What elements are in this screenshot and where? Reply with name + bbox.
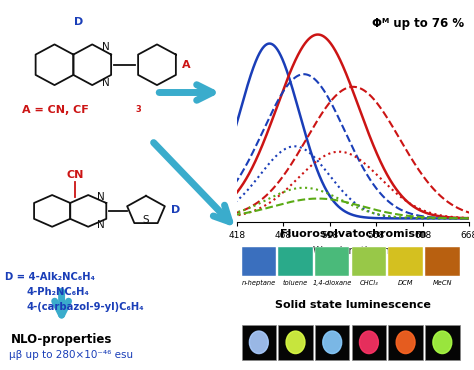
FancyBboxPatch shape xyxy=(242,247,276,276)
Text: toluene: toluene xyxy=(283,280,308,286)
FancyBboxPatch shape xyxy=(425,247,459,276)
Text: D = 4-Alk₂NC₆H₄: D = 4-Alk₂NC₆H₄ xyxy=(5,272,95,282)
Ellipse shape xyxy=(323,331,342,354)
Ellipse shape xyxy=(286,331,305,354)
Text: Solid state luminescence: Solid state luminescence xyxy=(275,300,431,310)
Text: D: D xyxy=(171,205,180,215)
Text: CN: CN xyxy=(67,170,84,180)
Text: N: N xyxy=(97,220,105,230)
FancyBboxPatch shape xyxy=(315,325,349,360)
FancyBboxPatch shape xyxy=(388,247,423,276)
FancyBboxPatch shape xyxy=(425,325,459,360)
FancyBboxPatch shape xyxy=(278,247,313,276)
Text: 4-(carbazol-9-yl)C₆H₄: 4-(carbazol-9-yl)C₆H₄ xyxy=(26,302,144,312)
Text: 4-Ph₂NC₆H₄: 4-Ph₂NC₆H₄ xyxy=(26,287,89,297)
Ellipse shape xyxy=(249,331,268,354)
Text: DCM: DCM xyxy=(398,280,413,286)
Ellipse shape xyxy=(396,331,415,354)
Text: N: N xyxy=(102,42,109,52)
Text: MeCN: MeCN xyxy=(433,280,452,286)
FancyBboxPatch shape xyxy=(278,325,313,360)
FancyBboxPatch shape xyxy=(352,247,386,276)
Ellipse shape xyxy=(359,331,378,354)
Text: n-heptane: n-heptane xyxy=(242,280,276,286)
Text: NLO-properties: NLO-properties xyxy=(11,333,112,346)
Ellipse shape xyxy=(433,331,452,354)
FancyBboxPatch shape xyxy=(352,325,386,360)
Text: A: A xyxy=(182,60,191,70)
Text: CHCl₃: CHCl₃ xyxy=(360,280,378,286)
Text: 1,4-dioxane: 1,4-dioxane xyxy=(312,280,352,286)
Text: Fluorosolvatochromism: Fluorosolvatochromism xyxy=(280,229,427,239)
Text: μβ up to 280×10⁻⁴⁶ esu: μβ up to 280×10⁻⁴⁶ esu xyxy=(9,350,134,360)
Text: N: N xyxy=(97,192,105,202)
Text: A = CN, CF: A = CN, CF xyxy=(22,104,89,115)
Text: Φᴹ up to 76 %: Φᴹ up to 76 % xyxy=(373,17,465,30)
Text: S: S xyxy=(143,215,149,225)
Text: D: D xyxy=(74,17,83,27)
X-axis label: Wavelength, nm: Wavelength, nm xyxy=(313,246,393,256)
FancyBboxPatch shape xyxy=(315,247,349,276)
FancyBboxPatch shape xyxy=(242,325,276,360)
FancyBboxPatch shape xyxy=(388,325,423,360)
Text: 3: 3 xyxy=(136,105,141,114)
Text: N: N xyxy=(102,78,109,88)
